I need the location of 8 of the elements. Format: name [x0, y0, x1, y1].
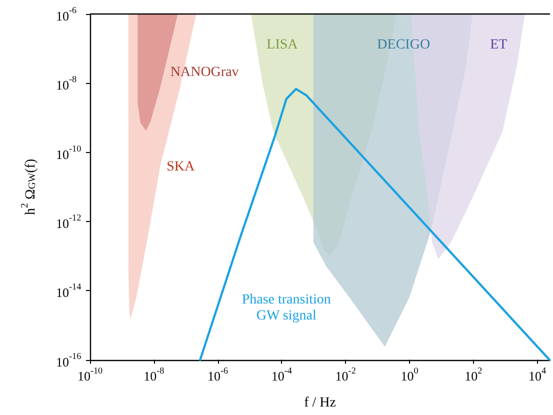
series-label: Phase transition GW signal	[242, 292, 331, 324]
x-axis-title: f / Hz	[304, 396, 336, 410]
y-axis-title: h2 ΩGW(f)	[19, 158, 38, 215]
series-label: NANOGrav	[170, 64, 239, 80]
series-label: ET	[490, 38, 508, 53]
series-label: DECIGO	[377, 38, 430, 53]
series-label: LISA	[266, 38, 299, 53]
series-label: SKA	[166, 160, 196, 175]
